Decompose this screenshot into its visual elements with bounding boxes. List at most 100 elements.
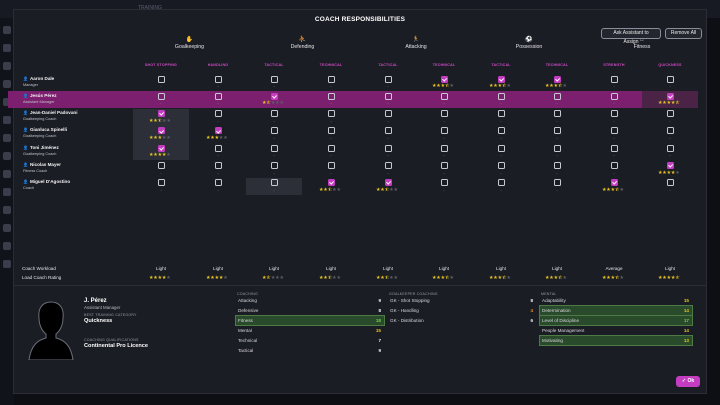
responsibility-checkbox[interactable] xyxy=(270,92,278,100)
responsibility-checkbox[interactable] xyxy=(610,179,618,187)
responsibility-checkbox[interactable] xyxy=(384,75,392,83)
responsibility-checkbox[interactable] xyxy=(666,144,674,152)
responsibility-checkbox[interactable] xyxy=(384,127,392,135)
responsibility-checkbox[interactable] xyxy=(610,144,618,152)
responsibility-checkbox[interactable] xyxy=(270,75,278,83)
responsibility-checkbox[interactable] xyxy=(270,110,278,118)
responsibility-checkbox[interactable] xyxy=(327,127,335,135)
nav-icon[interactable] xyxy=(3,188,11,196)
coach-name[interactable]: 👤 Miguel D'Agostino xyxy=(23,179,70,184)
coach-name[interactable]: 👤 Jean-Daniel Padovani xyxy=(23,110,77,115)
empty-rating: - xyxy=(500,169,502,175)
fitness-icon: ↔ xyxy=(639,37,645,43)
responsibility-checkbox[interactable] xyxy=(214,127,222,135)
responsibility-checkbox[interactable] xyxy=(497,179,505,187)
responsibility-checkbox[interactable] xyxy=(553,162,561,169)
empty-rating: - xyxy=(669,83,671,88)
coach-name[interactable]: 👤 Aaron Dale xyxy=(23,76,54,81)
nav-icon[interactable] xyxy=(3,26,11,34)
nav-icon[interactable] xyxy=(3,170,11,178)
responsibility-checkbox[interactable] xyxy=(327,179,335,187)
responsibility-checkbox[interactable] xyxy=(610,110,618,118)
responsibility-checkbox[interactable] xyxy=(270,179,278,187)
responsibility-checkbox[interactable] xyxy=(440,75,448,83)
responsibility-checkbox[interactable] xyxy=(553,179,561,187)
responsibility-checkbox[interactable] xyxy=(666,162,674,169)
responsibility-checkbox[interactable] xyxy=(610,162,618,169)
nav-icon[interactable] xyxy=(3,224,11,232)
responsibility-checkbox[interactable] xyxy=(553,92,561,100)
nav-icon[interactable] xyxy=(3,206,11,214)
responsibility-checkbox[interactable] xyxy=(384,92,392,100)
responsibility-checkbox[interactable] xyxy=(440,162,448,169)
responsibility-checkbox[interactable] xyxy=(270,144,278,152)
responsibility-checkbox[interactable] xyxy=(553,127,561,135)
responsibility-checkbox[interactable] xyxy=(157,179,165,187)
responsibility-checkbox[interactable] xyxy=(666,92,674,100)
responsibility-checkbox[interactable] xyxy=(497,92,505,100)
responsibility-checkbox[interactable] xyxy=(610,75,618,83)
responsibility-checkbox[interactable] xyxy=(440,127,448,135)
responsibility-checkbox[interactable] xyxy=(327,144,335,152)
responsibility-checkbox[interactable] xyxy=(157,144,165,152)
responsibility-checkbox[interactable] xyxy=(553,110,561,118)
nav-icon[interactable] xyxy=(3,62,11,70)
responsibility-checkbox[interactable] xyxy=(610,127,618,135)
nav-icon[interactable] xyxy=(3,80,11,88)
nav-icon[interactable] xyxy=(3,134,11,142)
responsibility-checkbox[interactable] xyxy=(610,92,618,100)
responsibility-checkbox[interactable] xyxy=(157,75,165,83)
responsibility-checkbox[interactable] xyxy=(497,75,505,83)
responsibility-checkbox[interactable] xyxy=(270,162,278,169)
nav-icon[interactable] xyxy=(3,116,11,124)
responsibility-checkbox[interactable] xyxy=(327,75,335,83)
nav-icon[interactable] xyxy=(3,98,11,106)
responsibility-checkbox[interactable] xyxy=(157,162,165,169)
responsibility-checkbox[interactable] xyxy=(270,127,278,135)
responsibility-checkbox[interactable] xyxy=(440,144,448,152)
responsibility-checkbox[interactable] xyxy=(553,75,561,83)
ok-button[interactable]: ✓ Ok xyxy=(676,376,700,387)
responsibility-checkbox[interactable] xyxy=(157,92,165,100)
responsibility-checkbox[interactable] xyxy=(497,110,505,118)
responsibility-checkbox[interactable] xyxy=(384,110,392,118)
responsibility-checkbox[interactable] xyxy=(497,144,505,152)
responsibility-checkbox[interactable] xyxy=(214,162,222,169)
responsibility-checkbox[interactable] xyxy=(553,144,561,152)
empty-rating: - xyxy=(273,83,275,88)
responsibility-checkbox[interactable] xyxy=(327,162,335,169)
selected-row-highlight[interactable] xyxy=(8,91,688,109)
coach-name[interactable]: 👤 Gianluca Spinelli xyxy=(23,127,67,132)
responsibility-checkbox[interactable] xyxy=(384,162,392,169)
responsibility-checkbox[interactable] xyxy=(214,179,222,187)
responsibility-checkbox[interactable] xyxy=(384,179,392,187)
remove-all-button[interactable]: Remove All xyxy=(665,28,702,39)
coach-name[interactable]: 👤 Toni Jiménez xyxy=(23,145,59,150)
nav-icon[interactable] xyxy=(3,44,11,52)
responsibility-checkbox[interactable] xyxy=(497,127,505,135)
responsibility-checkbox[interactable] xyxy=(384,144,392,152)
coach-name[interactable]: 👤 Jesús Pérez xyxy=(23,93,57,98)
responsibility-checkbox[interactable] xyxy=(666,75,674,83)
responsibility-checkbox[interactable] xyxy=(157,110,165,118)
responsibility-checkbox[interactable] xyxy=(214,92,222,100)
responsibility-checkbox[interactable] xyxy=(666,110,674,118)
nav-icon[interactable] xyxy=(3,242,11,250)
star-rating: ★★★⯪★ xyxy=(602,186,624,193)
responsibility-checkbox[interactable] xyxy=(497,162,505,169)
responsibility-checkbox[interactable] xyxy=(440,110,448,118)
responsibility-checkbox[interactable] xyxy=(214,110,222,118)
responsibility-checkbox[interactable] xyxy=(327,92,335,100)
responsibility-checkbox[interactable] xyxy=(666,179,674,187)
responsibility-checkbox[interactable] xyxy=(327,110,335,118)
responsibility-checkbox[interactable] xyxy=(157,127,165,135)
responsibility-checkbox[interactable] xyxy=(440,179,448,187)
responsibility-checkbox[interactable] xyxy=(440,92,448,100)
ask-assistant-button[interactable]: Ask Assistant to Assign xyxy=(601,28,661,45)
responsibility-checkbox[interactable] xyxy=(214,75,222,83)
nav-icon[interactable] xyxy=(3,152,11,160)
responsibility-checkbox[interactable] xyxy=(214,144,222,152)
nav-icon[interactable] xyxy=(3,260,11,268)
coach-name[interactable]: 👤 Nicolas Mayer xyxy=(23,162,61,167)
responsibility-checkbox[interactable] xyxy=(666,127,674,135)
